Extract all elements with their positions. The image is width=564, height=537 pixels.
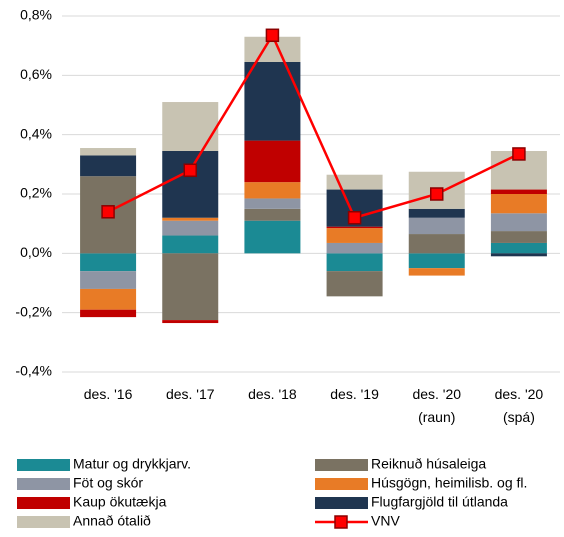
legend-swatch	[315, 459, 368, 471]
line-marker	[183, 163, 197, 178]
bar-segment	[244, 208, 301, 221]
bar-segment	[326, 226, 383, 229]
bar-segment	[408, 208, 465, 218]
bar-segment	[80, 253, 137, 272]
bar-segment	[244, 198, 301, 209]
x-tick-label: des. '19	[330, 386, 379, 402]
bar-segment	[162, 320, 219, 324]
bar-segment	[80, 155, 137, 177]
legend-label: VNV	[371, 513, 400, 529]
bar-segment	[326, 228, 383, 243]
legend-marker	[334, 515, 348, 529]
legend-label: Flugfargjöld til útlanda	[371, 494, 508, 510]
bar-segment	[408, 217, 465, 235]
y-tick-label: -0,4%	[15, 363, 52, 379]
bar-segment	[162, 102, 219, 151]
y-tick-label: -0,2%	[15, 303, 52, 319]
bar-segment	[80, 148, 137, 156]
line-marker	[101, 205, 115, 219]
bar-segment	[244, 182, 301, 199]
bar-segment	[408, 268, 465, 276]
line-marker	[512, 147, 526, 161]
legend-label: Annað ótalið	[73, 513, 151, 529]
bar-segment	[490, 242, 547, 254]
line	[107, 32, 520, 220]
bar-segment	[326, 242, 383, 254]
bar-segment	[326, 253, 383, 272]
legend-label: Húsgögn, heimilisb. og fl.	[371, 475, 527, 491]
bar-segment	[490, 213, 547, 232]
y-tick-label: 0,2%	[20, 185, 52, 201]
bar-segment	[490, 253, 547, 257]
bar-segment	[162, 220, 219, 236]
bar-segment	[162, 217, 219, 221]
x-tick-label: des. '20 (raun)	[412, 386, 462, 425]
y-tick-label: 0,6%	[20, 66, 52, 82]
bar-segment	[244, 61, 301, 141]
bar-segment	[162, 235, 219, 254]
bar-segment	[80, 288, 137, 310]
legend-label: Föt og skór	[73, 475, 143, 491]
y-tick-label: 0,8%	[20, 7, 52, 23]
legend-swatch	[17, 459, 70, 471]
bar-segment	[244, 140, 301, 183]
legend-swatch	[315, 478, 368, 490]
bar-segment	[80, 309, 137, 318]
x-tick-label: des. '20 (spá)	[494, 386, 544, 425]
line-marker	[430, 187, 444, 201]
legend-swatch	[17, 478, 70, 490]
y-tick-label: 0,4%	[20, 125, 52, 141]
bar-segment	[490, 189, 547, 194]
legend-swatch	[17, 497, 70, 509]
legend-swatch	[17, 516, 70, 528]
bar-segment	[162, 253, 219, 321]
bar-segment	[326, 271, 383, 297]
line-marker	[347, 210, 362, 225]
legend-label: Kaup ökutækja	[73, 494, 167, 510]
bar-segment	[490, 231, 547, 243]
bar-segment	[162, 150, 219, 218]
bar-segment	[244, 220, 301, 254]
x-tick-label: des. '17	[165, 386, 215, 402]
x-tick-label: des. '16	[83, 386, 133, 402]
legend-label: Reiknuð húsaleiga	[371, 456, 486, 472]
legend-label: Matur og drykkjarv.	[73, 456, 191, 472]
y-tick-label: 0,0%	[20, 244, 52, 260]
line-marker	[265, 28, 280, 43]
bar-segment	[408, 253, 465, 269]
bar-segment	[80, 271, 137, 289]
x-tick-label: des. '18	[248, 386, 297, 402]
bar-segment	[408, 234, 465, 254]
bar-segment	[490, 194, 547, 214]
legend-swatch	[315, 497, 368, 509]
